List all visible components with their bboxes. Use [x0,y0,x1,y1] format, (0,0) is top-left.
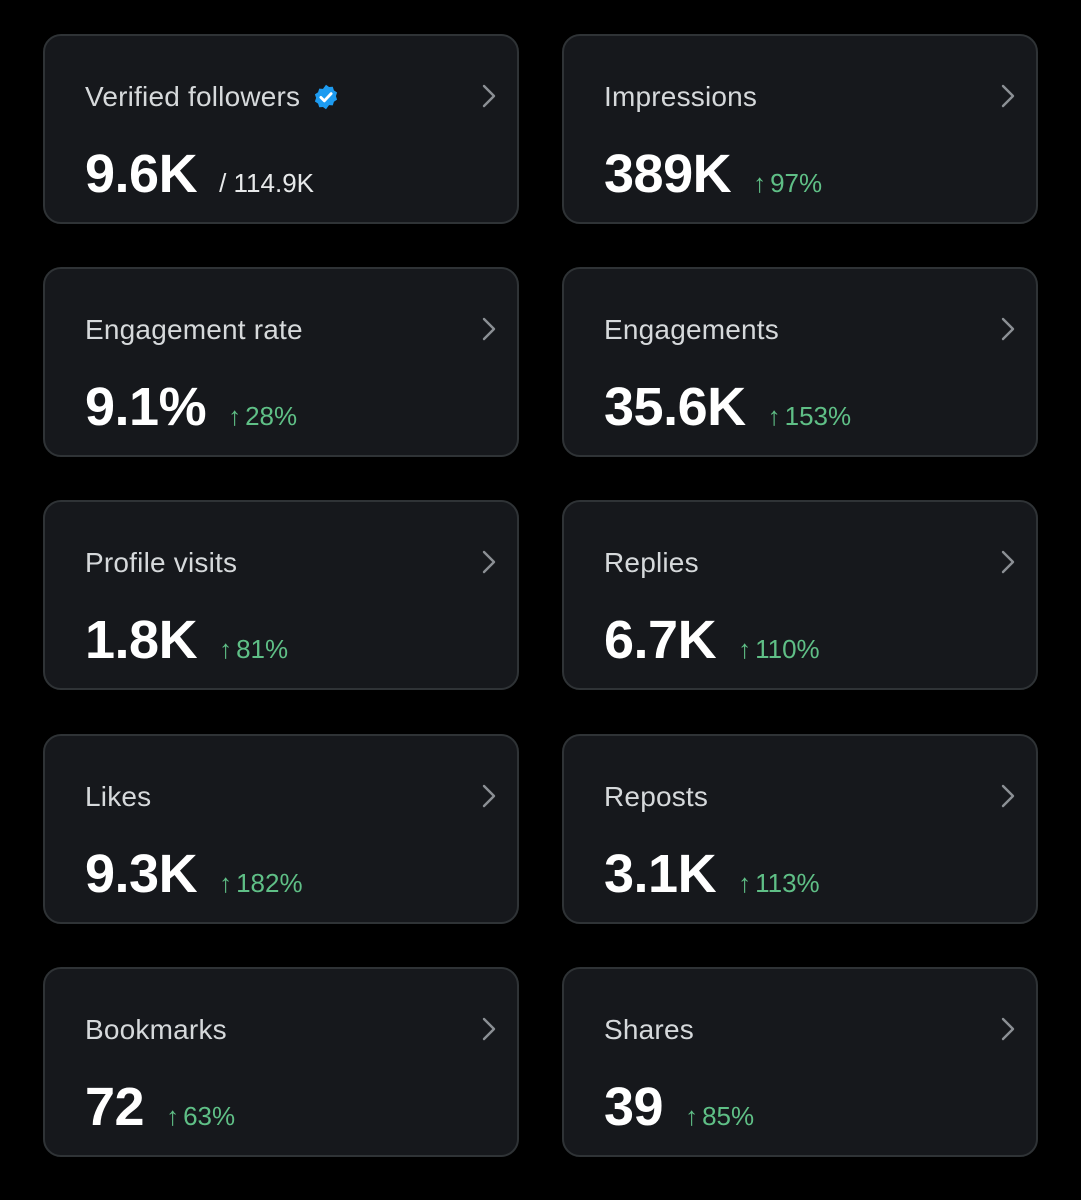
metric-change: ↑ 153% [768,401,852,432]
metric-value: 72 [85,1077,145,1137]
metric-card-replies[interactable]: Replies 6.7K ↑ 110% [562,500,1038,690]
metric-label: Likes [85,781,152,812]
metric-change-value: 153% [784,401,852,431]
metric-label: Profile visits [85,547,238,578]
metric-value-row: 389K ↑ 97% [604,144,822,204]
metric-change: ↑ 182% [219,868,303,899]
metric-label-wrapper: Verified followers [85,80,340,114]
chevron-right-icon [1001,84,1015,108]
metric-change: ↑ 97% [753,168,822,199]
metric-change-value: 110% [755,634,820,664]
metric-change-value: 85% [702,1101,755,1131]
metric-value: 9.1% [85,377,207,437]
metric-value-row: 1.8K ↑ 81% [85,610,288,670]
metric-change-value: 97% [770,168,823,198]
metric-label: Impressions [604,81,758,112]
metric-change: ↑ 28% [228,401,297,432]
metric-value: 3.1K [604,844,717,904]
arrow-up-icon: ↑ [738,634,752,664]
arrow-up-icon: ↑ [767,401,781,431]
chevron-right-icon [1001,1017,1015,1041]
metric-card-reposts[interactable]: Reposts 3.1K ↑ 113% [562,734,1038,924]
arrow-up-icon: ↑ [685,1101,699,1131]
metric-value: 39 [604,1077,664,1137]
metric-value: 9.6K [85,144,198,204]
metric-value: 35.6K [604,377,746,437]
chevron-right-icon [482,1017,496,1041]
arrow-up-icon: ↑ [228,401,242,431]
chevron-right-icon [482,317,496,341]
metric-change-value: 113% [755,868,820,898]
metric-change: ↑ 113% [738,868,820,899]
metric-card-verified-followers[interactable]: Verified followers 9.6K / 114.9K [43,34,519,224]
chevron-right-icon [1001,550,1015,574]
verified-badge-icon [315,84,338,110]
metric-change-value: 63% [183,1101,236,1131]
chevron-right-icon [1001,317,1015,341]
metric-label: Replies [604,547,699,578]
metric-value-row: 9.6K / 114.9K [85,144,314,204]
metric-value-row: 9.3K ↑ 182% [85,844,303,904]
chevron-right-icon [482,550,496,574]
metric-change-value: 182% [236,868,303,898]
metric-label: Reposts [604,781,709,812]
chevron-right-icon [1001,784,1015,808]
metric-label: Bookmarks [85,1014,227,1045]
arrow-up-icon: ↑ [738,868,752,898]
metric-card-profile-visits[interactable]: Profile visits 1.8K ↑ 81% [43,500,519,690]
metric-value-row: 35.6K ↑ 153% [604,377,851,437]
metric-value-row: 9.1% ↑ 28% [85,377,297,437]
arrow-up-icon: ↑ [166,1101,180,1131]
arrow-up-icon: ↑ [753,168,767,198]
metric-value-row: 39 ↑ 85% [604,1077,754,1137]
metric-card-impressions[interactable]: Impressions 389K ↑ 97% [562,34,1038,224]
metric-change: ↑ 81% [219,634,288,665]
metric-card-shares[interactable]: Shares 39 ↑ 85% [562,967,1038,1157]
metric-change: ↑ 110% [738,634,820,665]
metric-card-likes[interactable]: Likes 9.3K ↑ 182% [43,734,519,924]
metric-change-value: 28% [245,401,298,431]
metric-value: 9.3K [85,844,198,904]
metric-card-engagement-rate[interactable]: Engagement rate 9.1% ↑ 28% [43,267,519,457]
metric-card-bookmarks[interactable]: Bookmarks 72 ↑ 63% [43,967,519,1157]
metric-value: 1.8K [85,610,198,670]
metric-value: 389K [604,144,732,204]
metric-label: Shares [604,1014,694,1045]
metric-change: ↑ 85% [685,1101,754,1132]
arrow-up-icon: ↑ [219,868,233,898]
metric-value: 6.7K [604,610,717,670]
metric-card-engagements[interactable]: Engagements 35.6K ↑ 153% [562,267,1038,457]
metric-value-row: 3.1K ↑ 113% [604,844,820,904]
metric-label: Engagement rate [85,314,303,345]
metric-change: ↑ 63% [166,1101,235,1132]
arrow-up-icon: ↑ [219,634,233,664]
chevron-right-icon [482,84,496,108]
metric-value-row: 6.7K ↑ 110% [604,610,820,670]
metric-value-row: 72 ↑ 63% [85,1077,235,1137]
chevron-right-icon [482,784,496,808]
metric-total: / 114.9K [219,168,315,198]
metric-label: Engagements [604,314,779,345]
metric-label: Verified followers [85,81,301,112]
metric-change-value: 81% [236,634,289,664]
